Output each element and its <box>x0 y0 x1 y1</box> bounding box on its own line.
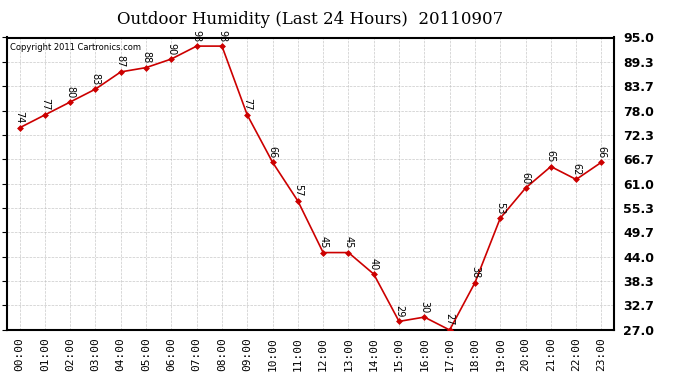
Text: 87: 87 <box>116 56 126 68</box>
Text: 93: 93 <box>217 30 227 42</box>
Text: 40: 40 <box>368 258 379 270</box>
Text: 29: 29 <box>394 305 404 317</box>
Text: 83: 83 <box>90 73 101 85</box>
Text: 53: 53 <box>495 202 505 214</box>
Text: 30: 30 <box>420 301 429 313</box>
Text: 38: 38 <box>470 266 480 279</box>
Text: 60: 60 <box>520 172 531 184</box>
Text: Copyright 2011 Cartronics.com: Copyright 2011 Cartronics.com <box>10 44 141 52</box>
Text: 80: 80 <box>65 86 75 98</box>
Text: 90: 90 <box>166 43 177 55</box>
Text: Outdoor Humidity (Last 24 Hours)  20110907: Outdoor Humidity (Last 24 Hours) 2011090… <box>117 11 504 28</box>
Text: 74: 74 <box>14 111 25 124</box>
Text: 45: 45 <box>318 236 328 248</box>
Text: 88: 88 <box>141 51 151 63</box>
Text: 65: 65 <box>546 150 556 162</box>
Text: 66: 66 <box>596 146 607 158</box>
Text: 57: 57 <box>293 184 303 197</box>
Text: 93: 93 <box>192 30 201 42</box>
Text: 62: 62 <box>571 163 581 175</box>
Text: 45: 45 <box>344 236 353 248</box>
Text: 77: 77 <box>242 98 253 111</box>
Text: 27: 27 <box>444 314 455 326</box>
Text: 77: 77 <box>40 98 50 111</box>
Text: 66: 66 <box>268 146 277 158</box>
